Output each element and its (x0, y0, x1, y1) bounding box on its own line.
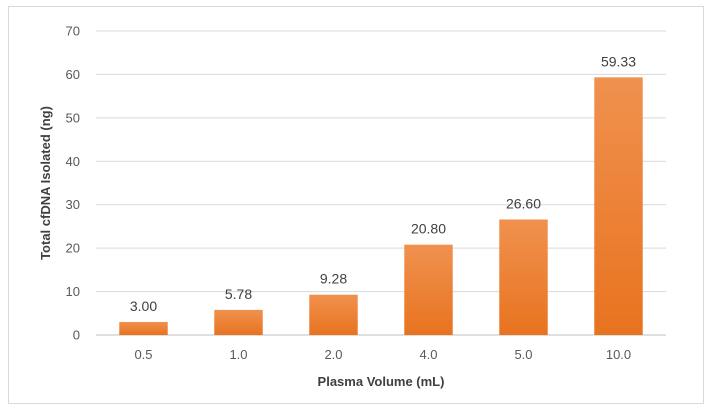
x-tick-label: 0.5 (134, 347, 152, 362)
y-axis-ticks: 0 10 20 30 40 50 60 70 (66, 24, 80, 343)
data-label: 20.80 (411, 221, 446, 237)
y-tick-label: 70 (66, 24, 80, 39)
x-tick-label: 2.0 (324, 347, 342, 362)
y-axis-title: Total cfDNA Isolated (ng) (38, 106, 53, 260)
y-tick-label: 10 (66, 284, 80, 299)
x-tick-label: 1.0 (229, 347, 247, 362)
data-label: 26.60 (506, 195, 541, 211)
x-tick-label: 5.0 (514, 347, 532, 362)
data-label: 3.00 (130, 298, 157, 314)
x-tick-label: 4.0 (419, 347, 437, 362)
y-tick-label: 30 (66, 197, 80, 212)
data-label: 5.78 (225, 286, 252, 302)
bar (214, 310, 262, 335)
bar (309, 295, 357, 335)
y-tick-label: 50 (66, 110, 80, 125)
y-tick-label: 40 (66, 154, 80, 169)
y-tick-label: 0 (73, 328, 80, 343)
x-axis-ticks: 0.5 1.0 2.0 4.0 5.0 10.0 (134, 347, 631, 362)
x-tick-label: 10.0 (606, 347, 631, 362)
bar (499, 219, 547, 335)
bar (119, 322, 167, 335)
x-axis-title: Plasma Volume (mL) (318, 374, 445, 389)
data-label: 9.28 (320, 271, 347, 287)
y-tick-label: 20 (66, 241, 80, 256)
bars (119, 77, 642, 335)
y-tick-label: 60 (66, 67, 80, 82)
data-label: 59.33 (601, 53, 636, 69)
data-labels: 3.00 5.78 9.28 20.80 26.60 59.33 (130, 53, 636, 314)
bar (594, 77, 642, 335)
bar (404, 245, 452, 335)
gridlines (96, 31, 666, 335)
